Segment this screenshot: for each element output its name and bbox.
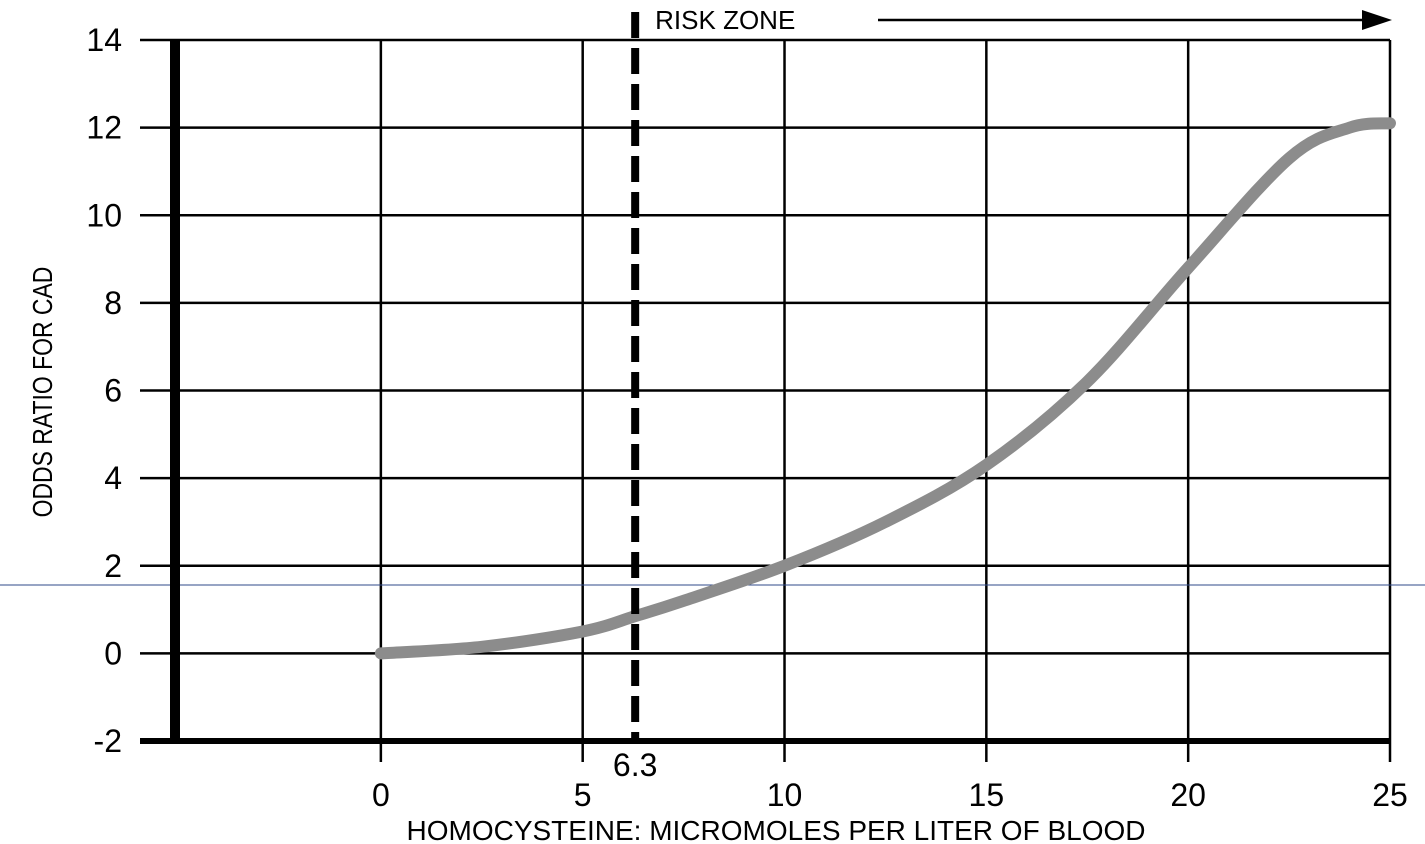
risk-zone-label: RISK ZONE <box>655 5 795 35</box>
y-tick-label: 8 <box>104 285 122 321</box>
x-tick-label: 25 <box>1372 777 1408 813</box>
y-tick-label: 6 <box>104 373 122 409</box>
grid-lines <box>0 38 1425 762</box>
y-tick-label: 10 <box>86 197 122 233</box>
y-tick-label: -2 <box>94 723 122 759</box>
risk-zone-arrowhead <box>1362 10 1392 30</box>
odds-ratio-curve <box>374 117 1396 660</box>
y-axis-label: ODDS RATIO FOR CAD <box>28 267 59 518</box>
curve-layer <box>374 117 1396 660</box>
threshold-layer <box>631 10 1392 741</box>
x-tick-label: 20 <box>1170 777 1206 813</box>
threshold-value-label: 6.3 <box>613 747 657 783</box>
tick-labels: -2 0 2 4 6 8 10 12 14 0 5 10 15 20 25 <box>86 22 1407 813</box>
y-tick-label: 14 <box>86 22 122 58</box>
axes <box>140 40 1390 744</box>
y-tick-label: 4 <box>104 460 122 496</box>
y-tick-label: 0 <box>104 635 122 671</box>
y-tick-label: 12 <box>86 110 122 146</box>
y-tick-label: 2 <box>104 548 122 584</box>
x-tick-label: 15 <box>969 777 1005 813</box>
x-tick-label: 0 <box>372 777 390 813</box>
x-axis-label: HOMOCYSTEINE: MICROMOLES PER LITER OF BL… <box>407 815 1146 844</box>
x-tick-label: 5 <box>574 777 592 813</box>
x-tick-label: 10 <box>767 777 803 813</box>
